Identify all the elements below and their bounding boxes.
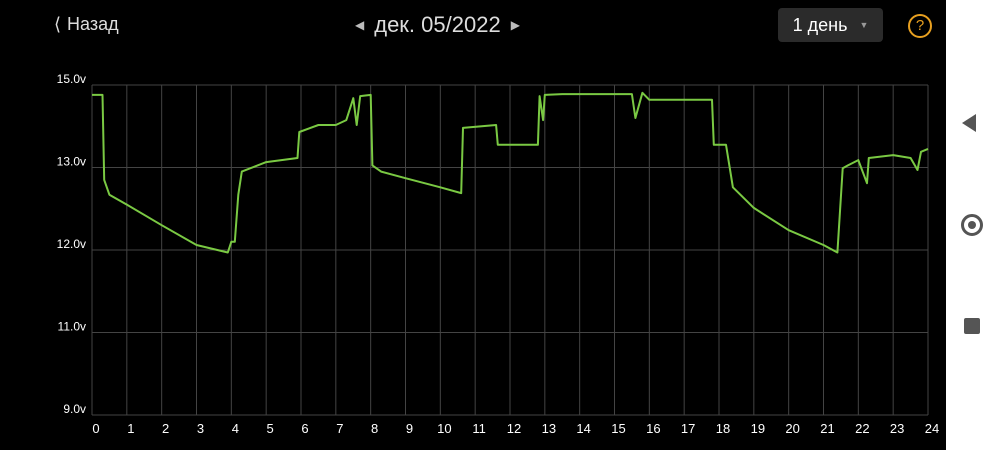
x-tick-label: 2 bbox=[162, 421, 169, 436]
x-tick-label: 9 bbox=[406, 421, 413, 436]
chevron-left-icon: ⟨ bbox=[54, 14, 62, 34]
x-tick-label: 18 bbox=[716, 421, 730, 436]
nav-back-icon[interactable] bbox=[962, 114, 976, 132]
back-button[interactable]: ⟨ Назад bbox=[54, 14, 119, 35]
caret-down-icon: ▼ bbox=[859, 20, 869, 30]
x-tick-label: 22 bbox=[855, 421, 869, 436]
x-tick-label: 21 bbox=[820, 421, 834, 436]
x-tick-label: 4 bbox=[232, 421, 239, 436]
x-tick-label: 13 bbox=[542, 421, 556, 436]
prev-date-icon[interactable]: ◀ bbox=[355, 18, 365, 32]
x-tick-label: 14 bbox=[576, 421, 590, 436]
range-value: 1 день bbox=[792, 14, 848, 35]
y-tick-label: 11.0v bbox=[58, 320, 86, 334]
x-tick-label: 8 bbox=[371, 421, 378, 436]
x-tick-label: 6 bbox=[301, 421, 308, 436]
x-tick-label: 16 bbox=[646, 421, 660, 436]
y-tick-label: 13.0v bbox=[57, 155, 86, 169]
x-tick-label: 10 bbox=[437, 421, 451, 436]
date-navigator: ◀ дек. 05/2022 ▶ bbox=[355, 12, 520, 38]
x-tick-label: 20 bbox=[785, 421, 799, 436]
nav-home-icon[interactable] bbox=[961, 214, 983, 236]
x-tick-label: 3 bbox=[197, 421, 204, 436]
current-date: дек. 05/2022 bbox=[374, 12, 501, 37]
x-tick-label: 12 bbox=[507, 421, 521, 436]
y-tick-label: 9.0v bbox=[63, 402, 86, 416]
nav-recents-icon[interactable] bbox=[964, 318, 980, 334]
y-tick-label: 15.0v bbox=[57, 72, 86, 86]
android-nav-bar bbox=[946, 0, 1000, 450]
voltage-series-line bbox=[92, 91, 929, 254]
x-tick-label: 7 bbox=[336, 421, 343, 436]
x-tick-label: 17 bbox=[681, 421, 695, 436]
x-tick-label: 24 bbox=[925, 421, 939, 436]
x-tick-label: 0 bbox=[92, 421, 99, 436]
x-tick-label: 23 bbox=[890, 421, 904, 436]
next-date-icon[interactable]: ▶ bbox=[510, 18, 520, 32]
back-label: Назад bbox=[67, 14, 119, 34]
help-icon[interactable]: ? bbox=[908, 14, 932, 38]
x-tick-label: 1 bbox=[127, 421, 134, 436]
x-tick-label: 19 bbox=[751, 421, 765, 436]
y-tick-label: 12.0v bbox=[57, 237, 86, 251]
x-tick-label: 15 bbox=[611, 421, 625, 436]
x-tick-label: 11 bbox=[472, 421, 486, 436]
x-tick-label: 5 bbox=[267, 421, 274, 436]
range-dropdown[interactable]: 1 день ▼ bbox=[778, 8, 883, 42]
